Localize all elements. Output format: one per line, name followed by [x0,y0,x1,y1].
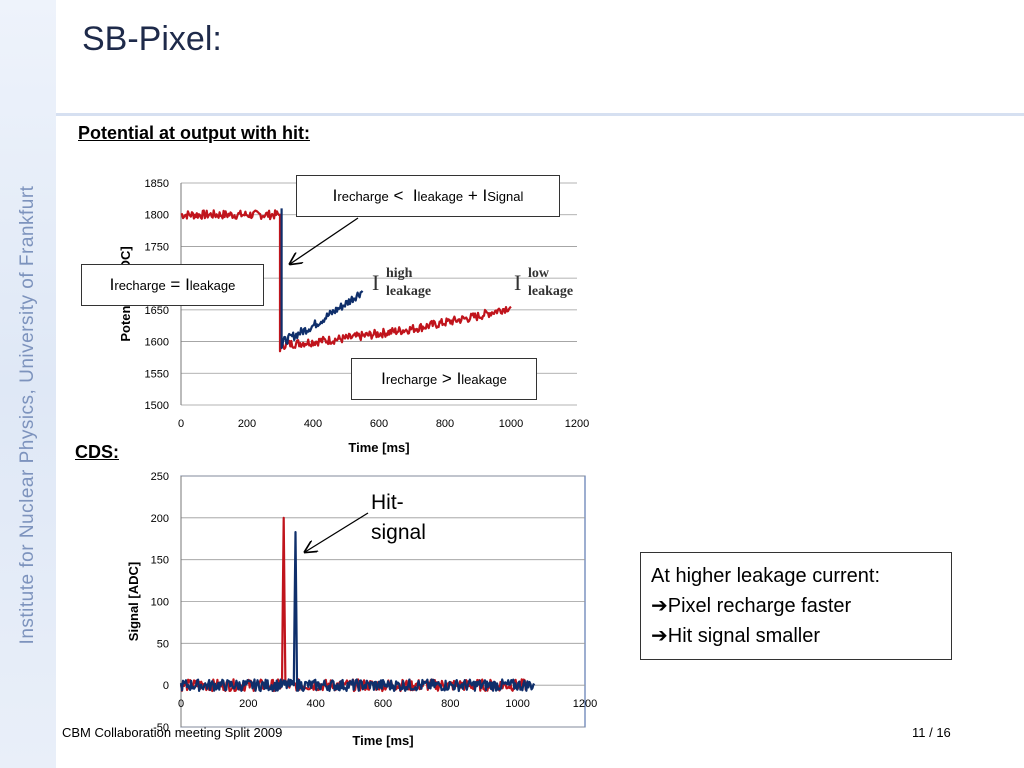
heading-cds: CDS: [75,442,119,462]
arrow-icon: ➔ [651,595,668,617]
x-tick-label: 800 [441,698,459,710]
y-tick-label: 100 [151,597,169,609]
x-axis-label: Time [ms] [352,733,413,748]
title-band [56,0,1024,116]
y-tick-label: 50 [157,638,169,650]
y-tick-label: 1800 [145,210,169,222]
y-tick-label: -50 [153,722,169,734]
label-low-leakage: I low leakage [514,266,573,299]
current-symbol: I [514,270,522,295]
series-line-red [179,516,529,693]
current-symbol: I [372,270,380,295]
series-line-blue [280,208,364,349]
recharge-subscript: recharge [385,371,438,387]
x-tick-label: 1200 [565,418,589,430]
conclusion-text-2: Pixel recharge faster [667,595,852,617]
leakage-subscript: leakage [386,284,432,299]
x-tick-label: 1200 [573,698,597,710]
y-tick-label: 200 [151,513,169,525]
y-tick-label: 1650 [145,305,169,317]
footer-page-number: 11 / 16 [912,725,951,740]
conclusion-line-1: At higher leakage current: [651,565,881,587]
arrow-icon: ➔ [651,625,668,647]
y-tick-label: 1600 [145,337,169,349]
conclusion-line-2: ➔Pixel recharge faster [651,591,951,621]
heading-potential: Potential at output with hit: [78,123,310,143]
y-tick-label: 1550 [145,368,169,380]
current-symbol: I [109,275,115,294]
x-tick-label: 200 [239,698,257,710]
cds-chart: -50 0 50 100 150 200 250 0 200 400 600 800 1000 1200 T… [126,471,597,748]
conclusion-box: At higher leakage current: ➔Pixel rechar… [640,552,952,660]
y-tick-label: 1750 [145,241,169,253]
plus-current: + I [467,186,488,205]
x-tick-label: 400 [304,418,322,430]
y-tick-label: 150 [151,555,169,567]
less-than: < [393,186,404,205]
x-tick-label: 600 [370,418,388,430]
x-tick-label: 0 [178,698,184,710]
y-tick-label: 250 [151,471,169,483]
x-tick-label: 1000 [505,698,529,710]
y-tick-label: 1500 [145,400,169,412]
low-superscript: low [528,266,549,281]
conclusion-line-3: ➔Hit signal smaller [651,621,951,651]
series-line-blue [179,530,536,693]
leakage-subscript: leakage [528,284,574,299]
y-tick-label: 1850 [145,178,169,190]
current-symbol: I [332,186,338,205]
high-superscript: high [386,266,413,281]
x-tick-label: 800 [436,418,454,430]
hit-signal-label: Hit-signal [371,491,426,544]
label-high-leakage: I high leakage [372,266,431,299]
current-symbol: I [381,369,386,388]
series-line-red [180,209,512,353]
sidebar-band: Institute for Nuclear Physics, Universit… [0,0,56,768]
x-tick-label: 600 [374,698,392,710]
leakage-subscript: leakage [461,371,507,387]
equals-current: = I [170,275,190,294]
y-tick-label: 0 [163,680,169,692]
leakage-subscript: leakage [189,277,236,293]
recharge-subscript: recharge [114,277,166,293]
footer-meeting: CBM Collaboration meeting Split 2009 [62,725,283,740]
y-axis-label: Signal [ADC] [126,562,141,641]
greater-than-current: > I [441,369,462,388]
institute-label: Institute for Nuclear Physics, Universit… [17,185,38,645]
x-axis-label: Time [ms] [348,440,409,455]
x-tick-label: 1000 [499,418,523,430]
conclusion-text-3: Hit signal smaller [667,625,821,647]
signal-subscript: Signal [487,188,524,204]
recharge-subscript: recharge [337,188,389,204]
leakage-subscript: leakage [417,188,464,204]
x-tick-label: 0 [178,418,184,430]
slide-title: SB-Pixel: [82,20,222,58]
x-tick-label: 400 [306,698,324,710]
x-tick-label: 200 [238,418,256,430]
